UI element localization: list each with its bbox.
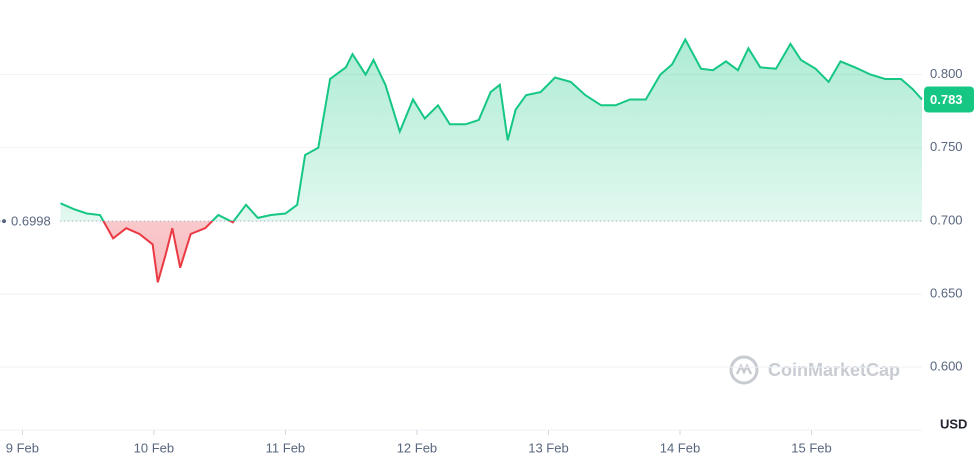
- area-down: [60, 221, 922, 283]
- y-tick-label: 0.750: [930, 139, 963, 154]
- area-up: [60, 39, 922, 222]
- watermark-text: CoinMarketCap: [768, 360, 900, 380]
- x-tick-label: 10 Feb: [134, 440, 174, 455]
- last-price-badge: [924, 86, 974, 113]
- last-price-label: 0.783: [930, 92, 963, 107]
- baseline-label-bg: [8, 212, 60, 231]
- y-tick-label: 0.700: [930, 212, 963, 227]
- x-tick-label: 14 Feb: [660, 440, 700, 455]
- x-tick-label: 15 Feb: [791, 440, 831, 455]
- x-tick-label: 9 Feb: [6, 440, 39, 455]
- x-tick-label: 11 Feb: [266, 440, 306, 455]
- watermark: CoinMarketCap: [729, 355, 900, 385]
- y-tick-label: 0.800: [930, 66, 963, 81]
- currency-label: USD: [940, 416, 967, 431]
- y-tick-label: 0.650: [930, 285, 963, 300]
- baseline-label: 0.6998: [11, 214, 51, 229]
- y-tick-label: 0.600: [930, 359, 963, 374]
- baseline-dot: [2, 219, 6, 224]
- price-line-up: [60, 37, 923, 222]
- x-tick-label: 13 Feb: [528, 440, 568, 455]
- price-line-down: [102, 221, 235, 283]
- x-tick-label: 12 Feb: [397, 440, 437, 455]
